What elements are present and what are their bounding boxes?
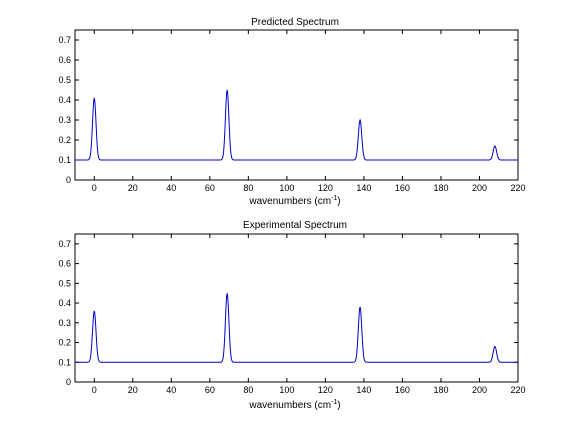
y-tick-label: 0.2 [58, 338, 71, 348]
x-tick-label: 160 [395, 183, 410, 193]
y-tick-label: 0 [66, 377, 71, 387]
y-tick-label: 0.3 [58, 115, 71, 125]
x-tick-label: 140 [356, 385, 371, 395]
x-tick-label: 200 [472, 183, 487, 193]
x-axis-label: wavenumbers (cm-1) [248, 195, 340, 207]
y-tick-label: 0.1 [58, 357, 71, 367]
peak-point [494, 346, 495, 347]
chart-experimental-spectrum: Experimental Spectrum wavenumbers (cm-1)… [58, 220, 525, 411]
x-tick-label: 220 [510, 385, 525, 395]
y-tick-label: 0.6 [58, 55, 71, 65]
x-tick-label: 0 [92, 385, 97, 395]
x-tick-label: 140 [356, 183, 371, 193]
x-tick-label: 40 [166, 183, 176, 193]
y-tick-label: 0.7 [58, 239, 71, 249]
y-tick-label: 0.5 [58, 75, 71, 85]
x-tick-label: 80 [243, 385, 253, 395]
plot-area-frame [74, 29, 519, 181]
x-tick-label: 120 [318, 385, 333, 395]
x-tick-label: 160 [395, 385, 410, 395]
y-tick-label: 0.6 [58, 259, 71, 269]
x-tick-label: 220 [510, 183, 525, 193]
x-tick-label: 180 [433, 385, 448, 395]
chart-title: Predicted Spectrum [251, 17, 339, 28]
peak-point [227, 89, 228, 90]
x-tick-label: 120 [318, 183, 333, 193]
y-tick-label: 0.4 [58, 95, 71, 105]
chart-predicted-spectrum: Predicted Spectrum wavenumbers (cm-1) 0 2… [58, 17, 525, 207]
peak-point [359, 306, 360, 307]
x-tick-label: 0 [92, 183, 97, 193]
x-axis-label-end: ) [337, 400, 340, 411]
y-tick-label: 0.3 [58, 318, 71, 328]
plot-area-frame [74, 233, 519, 383]
peak-point [94, 310, 95, 311]
x-tick-label: 180 [433, 183, 448, 193]
x-tick-label: 40 [166, 385, 176, 395]
y-tick-label: 0.1 [58, 155, 71, 165]
x-tick-label: 100 [279, 385, 294, 395]
y-tick-label: 0.2 [58, 135, 71, 145]
x-axis-label: wavenumbers (cm-1) [248, 399, 340, 411]
x-axis-label-end: ) [337, 196, 340, 207]
x-tick-label: 100 [279, 183, 294, 193]
spectrum-line [75, 89, 518, 161]
x-tick-label: 80 [243, 183, 253, 193]
x-tick-label: 60 [205, 183, 215, 193]
chart-title: Experimental Spectrum [243, 220, 347, 231]
x-axis-label-text: wavenumbers (cm [248, 400, 331, 411]
peak-point [227, 293, 228, 294]
x-tick-label: 20 [128, 385, 138, 395]
peak-point [359, 119, 360, 120]
y-tick-label: 0.5 [58, 278, 71, 288]
spectrum-line [75, 293, 518, 363]
x-tick-label: 60 [205, 385, 215, 395]
x-tick-label: 200 [472, 385, 487, 395]
x-tick-label: 20 [128, 183, 138, 193]
x-axis-label-exponent: -1 [331, 195, 337, 202]
x-axis-label-exponent: -1 [331, 399, 337, 406]
y-tick-label: 0.7 [58, 35, 71, 45]
y-tick-label: 0 [66, 175, 71, 185]
x-axis-label-text: wavenumbers (cm [248, 196, 331, 207]
peak-point [94, 97, 95, 98]
y-tick-label: 0.4 [58, 298, 71, 308]
peak-point [494, 145, 495, 146]
